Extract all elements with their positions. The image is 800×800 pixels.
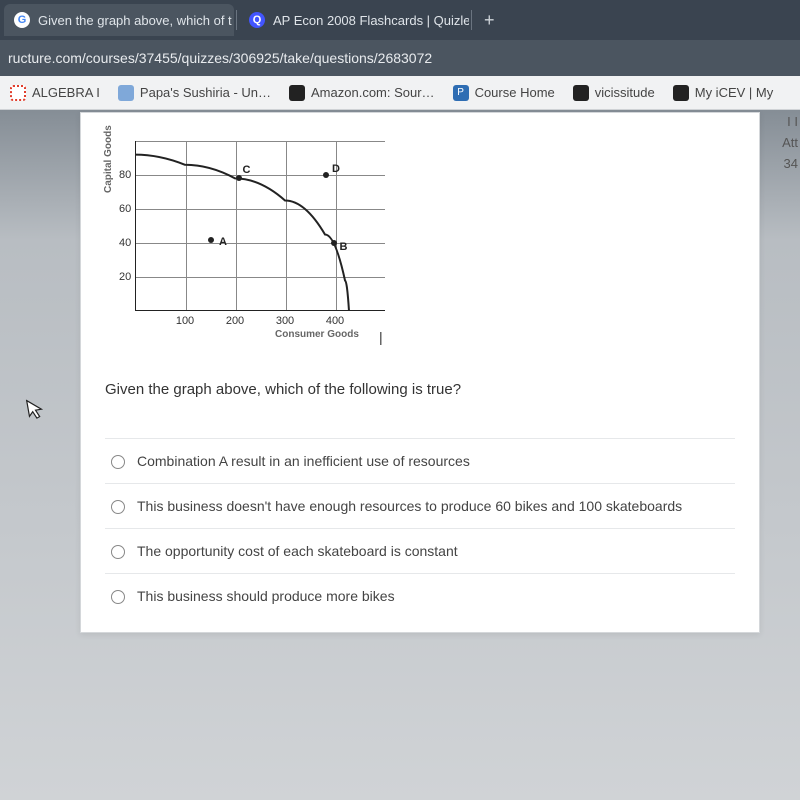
y-tick-label: 80 [119, 169, 131, 181]
answer-text: This business doesn't have enough resour… [137, 498, 682, 514]
url-text: ructure.com/courses/37455/quizzes/306925… [8, 50, 432, 66]
tab-favicon-quizlet: Q [249, 12, 265, 28]
chart-point-b [331, 240, 337, 246]
chart-point-label-b: B [340, 241, 348, 253]
x-tick-label: 100 [176, 315, 194, 327]
chart-point-label-c: C [243, 164, 251, 176]
question-text: Given the graph above, which of the foll… [105, 381, 735, 398]
bookmark-item-1[interactable]: Papa's Sushiria - Un… [118, 85, 271, 101]
bookmark-item-2[interactable]: Amazon.com: Sour… [289, 85, 435, 101]
bookmark-item-3[interactable]: P Course Home [453, 85, 555, 101]
bookmark-favicon: P [453, 85, 469, 101]
answer-option-1[interactable]: This business doesn't have enough resour… [105, 483, 735, 528]
radio-icon[interactable] [111, 455, 125, 469]
x-tick-label: 300 [276, 315, 294, 327]
bookmark-label: My iCEV | My [695, 85, 774, 100]
bookmark-favicon [118, 85, 134, 101]
bookmarks-bar: ALGEBRA I Papa's Sushiria - Un… Amazon.com… [0, 76, 800, 110]
ppf-chart: Capital Goods ABCD Consumer Goods | 1002… [105, 133, 405, 363]
radio-icon[interactable] [111, 500, 125, 514]
address-bar[interactable]: ructure.com/courses/37455/quizzes/306925… [0, 40, 800, 76]
new-tab-button[interactable]: + [474, 10, 505, 31]
radio-icon[interactable] [111, 545, 125, 559]
chart-plot-area: A B C D [135, 141, 385, 311]
page-content: I I Att 34 Capital Goods A B C D Consumer G… [0, 110, 800, 800]
browser-tab-0[interactable]: G Given the graph above, which of t × [4, 4, 234, 36]
answer-option-3[interactable]: This business should produce more bikes [105, 573, 735, 618]
tab-separator [236, 10, 237, 30]
chart-y-axis-label: Capital Goods [103, 125, 114, 193]
bookmark-favicon [573, 85, 589, 101]
chart-x-axis-label: Consumer Goods [275, 329, 359, 340]
bookmark-item-0[interactable]: ALGEBRA I [10, 85, 100, 101]
chart-point-label-d: D [332, 163, 340, 175]
chart-point-label-a: A [219, 236, 227, 248]
quiz-question-card: Capital Goods A B C D Consumer Goods | 100 2… [80, 112, 760, 633]
side-line-1: I I [782, 112, 798, 133]
x-tick-label: 400 [326, 315, 344, 327]
tab-separator [471, 10, 472, 30]
cursor-indicator: | [379, 329, 383, 345]
bookmark-label: Course Home [475, 85, 555, 100]
chart-point-d [323, 172, 329, 178]
answer-option-2[interactable]: The opportunity cost of each skateboard … [105, 528, 735, 573]
tab-title: AP Econ 2008 Flashcards | Quizle [273, 13, 469, 28]
quiz-side-info: I I Att 34 [782, 112, 798, 174]
side-line-3: 34 [782, 154, 798, 175]
tab-title: Given the graph above, which of t [38, 13, 232, 28]
y-tick-label: 60 [119, 203, 131, 215]
y-tick-label: 20 [119, 271, 131, 283]
bookmark-favicon [289, 85, 305, 101]
bookmark-label: vicissitude [595, 85, 655, 100]
browser-tab-1[interactable]: Q AP Econ 2008 Flashcards | Quizle × [239, 4, 469, 36]
chart-point-a [208, 237, 214, 243]
bookmark-label: Amazon.com: Sour… [311, 85, 435, 100]
y-tick-label: 40 [119, 237, 131, 249]
mouse-cursor-icon [26, 397, 49, 430]
browser-tab-strip: G Given the graph above, which of t × Q … [0, 0, 800, 40]
side-line-2: Att [782, 133, 798, 154]
bookmark-favicon [10, 85, 26, 101]
bookmark-item-5[interactable]: My iCEV | My [673, 85, 774, 101]
tab-favicon-google: G [14, 12, 30, 28]
answer-text: The opportunity cost of each skateboard … [137, 543, 458, 559]
bookmark-item-4[interactable]: vicissitude [573, 85, 655, 101]
answer-option-0[interactable]: Combination A result in an inefficient u… [105, 438, 735, 483]
bookmark-label: Papa's Sushiria - Un… [140, 85, 271, 100]
radio-icon[interactable] [111, 590, 125, 604]
chart-point-c [236, 175, 242, 181]
bookmark-label: ALGEBRA I [32, 85, 100, 100]
answer-text: This business should produce more bikes [137, 588, 395, 604]
x-tick-label: 200 [226, 315, 244, 327]
bookmark-favicon [673, 85, 689, 101]
answer-text: Combination A result in an inefficient u… [137, 453, 470, 469]
